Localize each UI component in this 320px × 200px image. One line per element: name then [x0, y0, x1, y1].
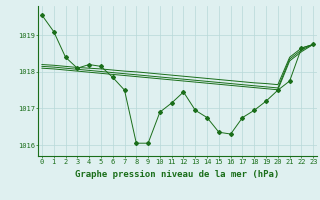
X-axis label: Graphe pression niveau de la mer (hPa): Graphe pression niveau de la mer (hPa) [76, 170, 280, 179]
